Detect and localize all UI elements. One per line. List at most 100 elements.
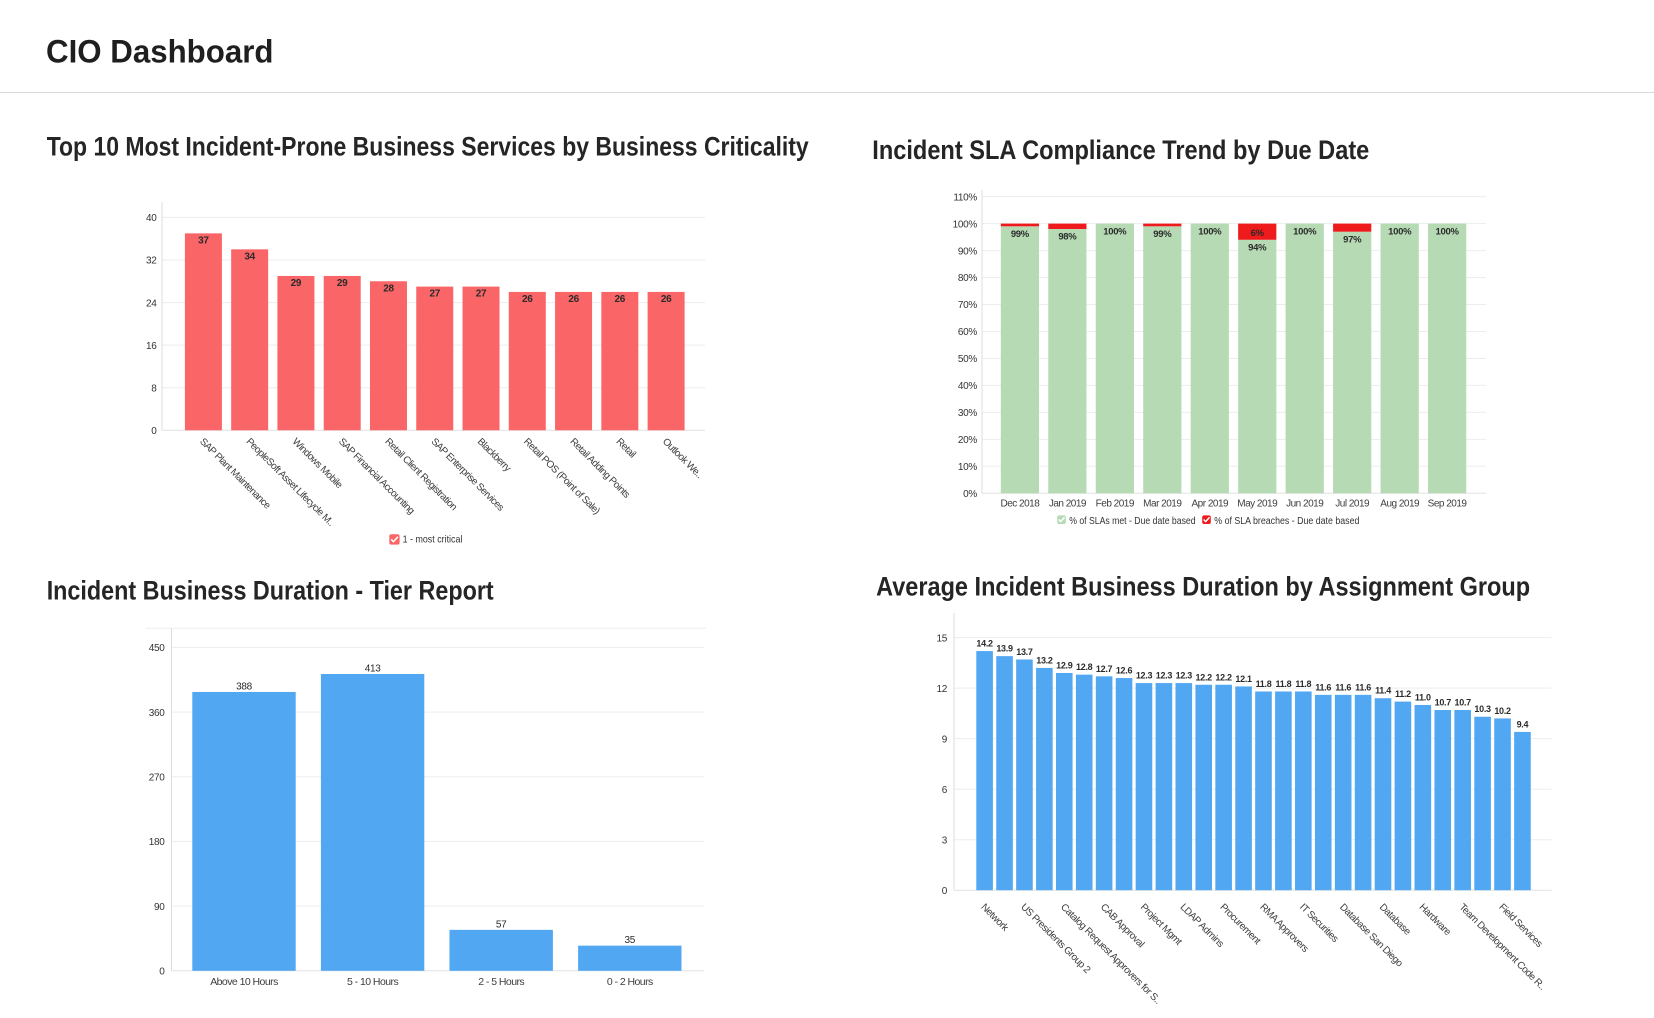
- svg-text:27: 27: [476, 289, 487, 300]
- svg-text:% of SLA breaches - Due date b: % of SLA breaches - Due date based: [1214, 516, 1359, 527]
- svg-text:11.8: 11.8: [1256, 679, 1272, 689]
- svg-text:2 - 5 Hours: 2 - 5 Hours: [478, 976, 524, 988]
- svg-text:13.2: 13.2: [1036, 655, 1053, 665]
- svg-text:100%: 100%: [1198, 226, 1222, 237]
- svg-text:0: 0: [942, 886, 948, 897]
- svg-text:80%: 80%: [958, 273, 978, 284]
- svg-text:40: 40: [146, 213, 157, 224]
- svg-text:35: 35: [625, 935, 636, 946]
- svg-text:11.4: 11.4: [1375, 686, 1391, 696]
- svg-text:12.7: 12.7: [1096, 664, 1113, 674]
- svg-text:11.6: 11.6: [1335, 682, 1351, 692]
- svg-text:13.9: 13.9: [996, 644, 1013, 654]
- svg-text:110%: 110%: [953, 192, 977, 203]
- svg-text:12.3: 12.3: [1176, 671, 1193, 681]
- svg-text:94%: 94%: [1248, 243, 1267, 254]
- svg-text:98%: 98%: [1058, 232, 1077, 243]
- svg-text:10.7: 10.7: [1435, 698, 1452, 708]
- svg-text:11.6: 11.6: [1355, 682, 1371, 692]
- svg-text:97%: 97%: [1343, 234, 1362, 245]
- svg-text:0%: 0%: [963, 489, 977, 500]
- svg-text:Average Incident Business Dura: Average Incident Business Duration by As…: [876, 572, 1530, 602]
- svg-text:99%: 99%: [1011, 229, 1030, 240]
- svg-text:12.2: 12.2: [1196, 672, 1213, 682]
- svg-text:70%: 70%: [958, 300, 978, 311]
- svg-text:26: 26: [661, 294, 672, 305]
- svg-text:24: 24: [146, 298, 157, 309]
- svg-text:99%: 99%: [1153, 229, 1172, 240]
- svg-text:12.3: 12.3: [1136, 671, 1153, 681]
- svg-text:34: 34: [244, 251, 255, 262]
- svg-text:14.2: 14.2: [976, 639, 993, 649]
- svg-text:20%: 20%: [958, 435, 978, 446]
- svg-text:Above 10 Hours: Above 10 Hours: [210, 976, 278, 988]
- svg-text:100%: 100%: [1293, 226, 1317, 237]
- svg-text:90: 90: [154, 902, 165, 913]
- svg-text:Feb 2019: Feb 2019: [1096, 499, 1135, 510]
- svg-text:100%: 100%: [1388, 226, 1412, 237]
- svg-text:May 2019: May 2019: [1237, 499, 1278, 510]
- svg-text:CIO Dashboard: CIO Dashboard: [46, 34, 274, 70]
- svg-text:0: 0: [159, 967, 165, 978]
- svg-text:11.8: 11.8: [1295, 679, 1311, 689]
- svg-text:90%: 90%: [958, 246, 978, 257]
- svg-text:413: 413: [365, 664, 382, 675]
- svg-text:% of SLAs met - Due date based: % of SLAs met - Due date based: [1069, 516, 1195, 527]
- svg-text:Jul 2019: Jul 2019: [1335, 499, 1370, 510]
- svg-text:Jun 2019: Jun 2019: [1286, 499, 1324, 510]
- svg-text:37: 37: [198, 235, 209, 246]
- svg-text:50%: 50%: [958, 354, 978, 365]
- svg-text:1 - most critical: 1 - most critical: [403, 534, 463, 546]
- svg-text:28: 28: [383, 283, 394, 294]
- svg-text:3: 3: [942, 835, 948, 846]
- svg-text:26: 26: [615, 294, 626, 305]
- svg-text:12: 12: [936, 684, 947, 695]
- svg-text:Mar 2019: Mar 2019: [1143, 499, 1182, 510]
- svg-text:Jan 2019: Jan 2019: [1049, 499, 1087, 510]
- svg-text:13.7: 13.7: [1016, 647, 1033, 657]
- svg-text:40%: 40%: [958, 381, 978, 392]
- svg-text:0: 0: [151, 426, 157, 437]
- svg-text:Top 10 Most Incident-Prone Bus: Top 10 Most Incident-Prone Business Serv…: [47, 132, 809, 162]
- svg-text:6: 6: [942, 785, 948, 796]
- svg-text:29: 29: [337, 278, 348, 289]
- svg-text:12.8: 12.8: [1076, 662, 1093, 672]
- svg-text:Aug 2019: Aug 2019: [1380, 499, 1420, 510]
- svg-text:11.0: 11.0: [1415, 693, 1431, 703]
- svg-text:29: 29: [291, 278, 302, 289]
- svg-text:16: 16: [146, 341, 157, 352]
- svg-text:26: 26: [568, 294, 579, 305]
- svg-text:11.2: 11.2: [1395, 689, 1411, 699]
- svg-text:10.3: 10.3: [1474, 704, 1491, 714]
- svg-text:12.9: 12.9: [1056, 661, 1073, 671]
- svg-text:270: 270: [149, 773, 166, 784]
- svg-text:10.7: 10.7: [1455, 698, 1472, 708]
- svg-text:100%: 100%: [953, 219, 978, 230]
- svg-text:11.6: 11.6: [1315, 682, 1331, 692]
- svg-text:15: 15: [936, 633, 947, 644]
- svg-text:388: 388: [236, 682, 253, 693]
- svg-text:5 - 10 Hours: 5 - 10 Hours: [347, 976, 398, 988]
- svg-text:9.4: 9.4: [1517, 719, 1529, 729]
- svg-text:32: 32: [146, 256, 157, 267]
- svg-text:27: 27: [430, 289, 441, 300]
- svg-text:8: 8: [151, 383, 157, 394]
- svg-text:12.3: 12.3: [1156, 671, 1173, 681]
- svg-text:60%: 60%: [958, 327, 978, 338]
- svg-text:Incident Business Duration - T: Incident Business Duration - Tier Report: [47, 576, 494, 606]
- svg-text:180: 180: [149, 837, 166, 848]
- svg-text:Sep 2019: Sep 2019: [1428, 499, 1468, 510]
- svg-text:12.1: 12.1: [1235, 674, 1252, 684]
- svg-text:6%: 6%: [1251, 228, 1265, 239]
- svg-text:100%: 100%: [1436, 226, 1460, 237]
- svg-text:12.2: 12.2: [1215, 672, 1232, 682]
- svg-text:10.2: 10.2: [1494, 706, 1511, 716]
- svg-text:Dec 2018: Dec 2018: [1000, 499, 1040, 510]
- svg-text:30%: 30%: [958, 408, 978, 419]
- svg-text:100%: 100%: [1103, 226, 1127, 237]
- svg-text:360: 360: [149, 708, 166, 719]
- svg-text:Incident SLA Compliance Trend: Incident SLA Compliance Trend by Due Dat…: [872, 135, 1369, 165]
- svg-text:57: 57: [496, 919, 507, 930]
- svg-text:Apr 2019: Apr 2019: [1192, 499, 1230, 510]
- svg-text:10%: 10%: [958, 462, 978, 473]
